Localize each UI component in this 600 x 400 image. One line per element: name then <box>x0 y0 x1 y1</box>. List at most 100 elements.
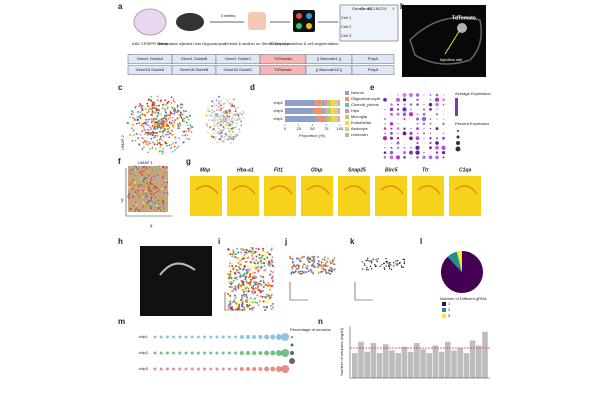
cell-dot <box>159 180 161 182</box>
cell-dot <box>269 270 272 273</box>
umap-dot <box>151 103 154 106</box>
umap-dot <box>144 115 147 117</box>
label: Embed & section on Stereo-seq chip <box>225 41 291 46</box>
cell-dot <box>232 267 235 270</box>
umap-dot <box>234 108 237 111</box>
umap-dot <box>161 143 163 146</box>
label: y <box>121 197 124 203</box>
dot <box>159 335 163 339</box>
umap-dot <box>191 125 194 128</box>
umap-dot <box>145 121 148 124</box>
dot <box>264 366 270 372</box>
umap-dot <box>229 122 232 125</box>
dot <box>227 351 231 355</box>
umap-dot <box>161 150 164 153</box>
cell-dot <box>242 282 245 285</box>
umap-dot <box>166 106 169 109</box>
dot <box>402 112 407 117</box>
cell-dot <box>317 262 319 265</box>
cell-dot <box>142 181 145 183</box>
label: 1 <box>448 301 451 306</box>
dot <box>441 150 446 155</box>
umap-dot <box>232 138 235 141</box>
dot <box>203 367 207 371</box>
dot <box>384 118 386 120</box>
cell-dot <box>327 257 329 260</box>
cell-dot <box>403 261 406 263</box>
cell-dot <box>162 201 165 204</box>
umap-dot <box>238 128 241 131</box>
cell-dot <box>160 209 162 212</box>
cell-dot <box>255 255 258 258</box>
umap-dot <box>137 111 139 113</box>
cell-dot <box>245 286 248 289</box>
label: 0 <box>284 126 287 131</box>
size-key <box>290 351 294 355</box>
cell-dot <box>256 301 259 304</box>
umap-dot <box>146 102 149 105</box>
expression-pattern <box>343 185 367 195</box>
label: Proportion (%) <box>299 133 325 138</box>
cell-dot <box>252 280 255 283</box>
dot <box>434 97 440 102</box>
expression-map <box>338 176 370 216</box>
umap-dot <box>160 99 162 102</box>
size-key <box>290 343 294 347</box>
cell-dot <box>262 280 265 283</box>
dot <box>239 367 244 371</box>
cell-dot <box>141 208 144 211</box>
umap-dot <box>144 140 146 142</box>
umap-dot <box>156 143 159 146</box>
umap-dot <box>186 124 189 127</box>
cell-dot <box>386 260 388 263</box>
dot <box>435 93 439 97</box>
cell-dot <box>250 254 253 257</box>
dot <box>435 141 439 145</box>
umap-dot <box>221 129 224 132</box>
cell-dot <box>261 295 264 298</box>
umap-dot <box>157 151 160 154</box>
cell-dot <box>400 265 403 267</box>
cell-dot <box>238 265 241 268</box>
cell-dot <box>231 290 234 293</box>
umap-dot <box>188 114 191 117</box>
cell-dot <box>166 192 169 194</box>
label: n <box>318 317 323 326</box>
cell-dot <box>242 255 245 258</box>
cell-dot <box>163 168 165 170</box>
cell-dot <box>142 197 145 200</box>
dot <box>252 367 257 371</box>
umap-dot <box>161 139 163 141</box>
label: x <box>150 223 153 229</box>
umap-dot <box>206 107 209 110</box>
umap-dot <box>229 126 232 129</box>
dot <box>396 137 400 140</box>
dot <box>159 367 163 371</box>
umap-dot <box>206 131 209 134</box>
dot <box>409 131 413 135</box>
umap-dot <box>185 137 188 140</box>
cell-dot <box>329 260 331 263</box>
cell-dot <box>371 261 373 264</box>
cell-dot <box>239 275 242 278</box>
umap-dot <box>227 122 230 125</box>
umap-dot <box>181 116 184 119</box>
cell-dot <box>241 294 244 297</box>
cell-dot <box>238 288 241 291</box>
cell-dot <box>239 259 242 262</box>
umap-dot <box>140 106 143 109</box>
umap-dot <box>152 136 155 139</box>
cell-dot <box>262 249 265 252</box>
dot <box>383 97 387 102</box>
dot <box>196 335 200 339</box>
cell-dot <box>153 201 156 204</box>
umap-dot <box>179 103 182 106</box>
dot <box>435 112 439 116</box>
cell-dot <box>158 202 160 205</box>
umap-dot <box>176 123 179 126</box>
umap-dot <box>171 133 174 136</box>
dot <box>397 132 399 135</box>
dot <box>227 367 231 371</box>
bar <box>420 349 426 378</box>
umap-dot <box>150 100 152 103</box>
